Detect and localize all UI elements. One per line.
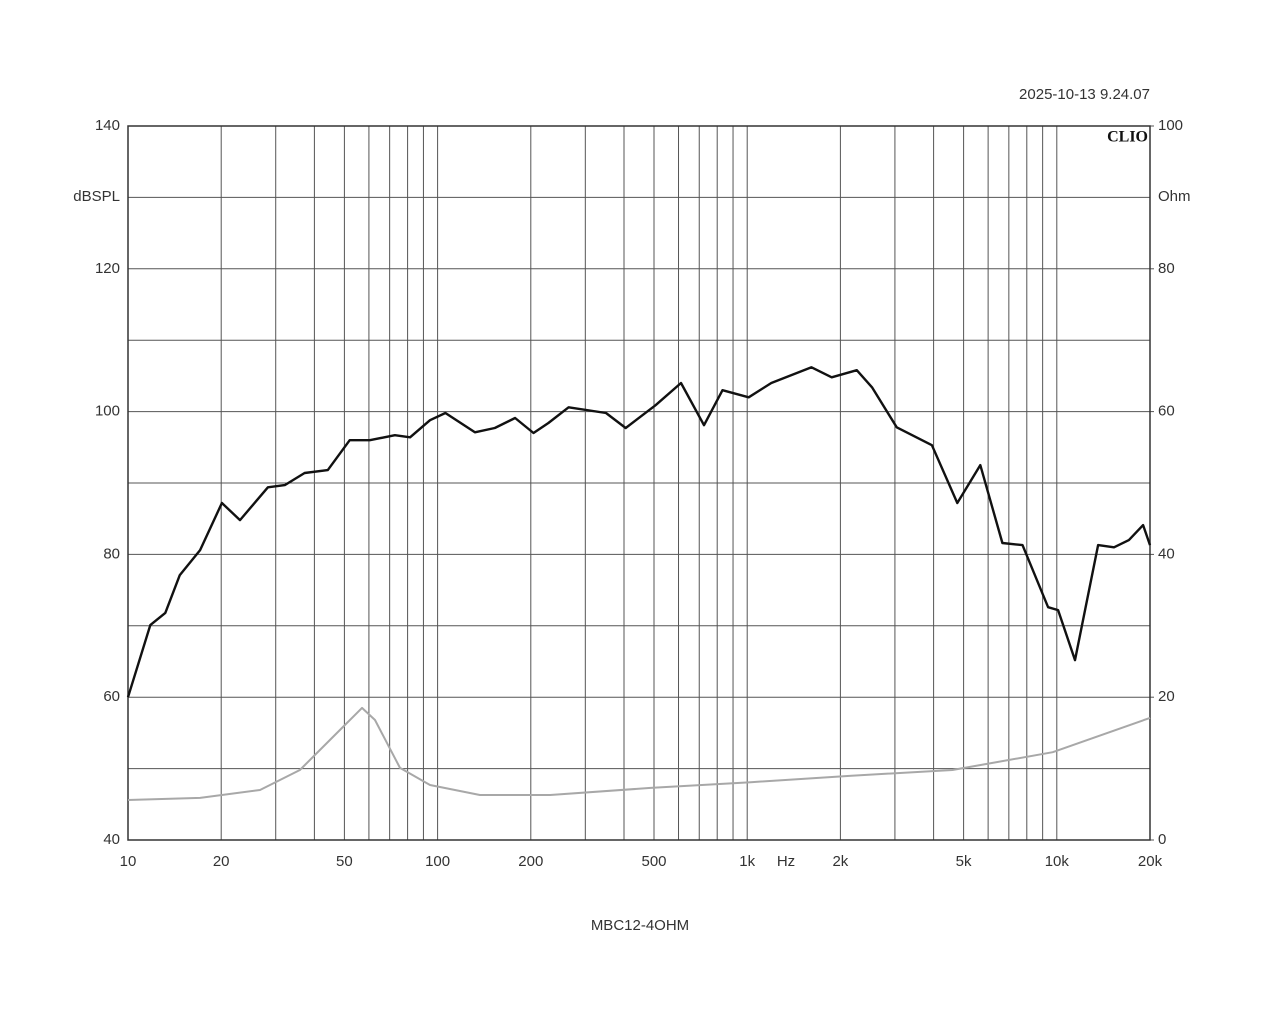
y2-tick-label: 100 xyxy=(1158,117,1183,134)
x-tick-label: 100 xyxy=(425,853,450,870)
brand: CLIO xyxy=(1107,129,1148,146)
chart-title: MBC12-4OHM xyxy=(591,917,689,934)
x-tick-label: 10k xyxy=(1045,853,1070,870)
y-axis-label: dBSPL xyxy=(73,188,120,205)
y-tick-label: 100 xyxy=(95,403,120,420)
y-tick-label: 80 xyxy=(103,545,120,562)
x-tick-label: 20k xyxy=(1138,853,1163,870)
plot-frame xyxy=(127,125,1151,841)
x-tick-label: 2k xyxy=(832,853,848,870)
y-tick-label: 120 xyxy=(95,260,120,277)
y2-tick-label: 20 xyxy=(1158,688,1175,705)
y2-tick-label: 60 xyxy=(1158,403,1175,420)
y-tick-label: 60 xyxy=(103,688,120,705)
timestamp: 2025-10-13 9.24.07 xyxy=(1019,86,1150,103)
x-tick-label: 10 xyxy=(120,853,137,870)
x-tick-label: 20 xyxy=(213,853,230,870)
x-axis-label: Hz xyxy=(777,853,795,870)
x-tick-label: 50 xyxy=(336,853,353,870)
x-tick-label: 1k xyxy=(739,853,755,870)
y2-tick-label: 0 xyxy=(1158,831,1166,848)
y2-tick-label: 40 xyxy=(1158,545,1175,562)
y-tick-label: 40 xyxy=(103,831,120,848)
x-tick-label: 500 xyxy=(641,853,666,870)
y2-axis-label: Ohm xyxy=(1158,188,1191,205)
x-tick-label: 5k xyxy=(956,853,972,870)
y-tick-label: 140 xyxy=(95,117,120,134)
series-line xyxy=(126,366,1152,698)
y2-tick-label: 80 xyxy=(1158,260,1175,277)
x-tick-label: 200 xyxy=(518,853,543,870)
series-line xyxy=(127,706,1151,801)
